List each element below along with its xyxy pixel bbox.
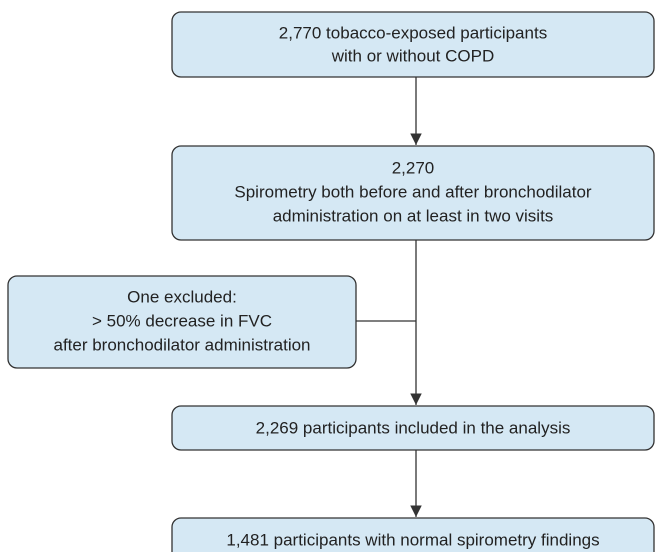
node-text: with or without COPD — [331, 46, 495, 65]
node-box — [171, 11, 655, 78]
node-text: Spirometry both before and after broncho… — [234, 182, 592, 201]
node-text: > 50% decrease in FVC — [92, 311, 272, 330]
node-text: One excluded: — [127, 287, 237, 306]
node-text: after bronchodilator administration — [53, 335, 310, 354]
node-text: administration on at least in two visits — [273, 206, 554, 225]
node-text: 2,269 participants included in the analy… — [256, 418, 571, 437]
node-text: 2,770 tobacco-exposed participants — [279, 23, 547, 42]
node-box — [171, 145, 655, 241]
node-box — [7, 275, 357, 369]
node-text: 1,481 participants with normal spirometr… — [226, 530, 599, 549]
node-box — [171, 517, 655, 552]
node-box — [171, 405, 655, 451]
node-text: 2,270 — [392, 158, 435, 177]
